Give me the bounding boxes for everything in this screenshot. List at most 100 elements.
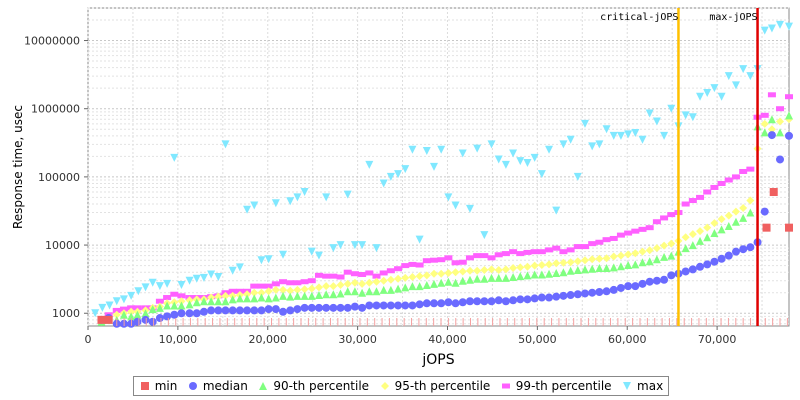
y-tick-label: 1000 xyxy=(52,307,80,320)
point-max xyxy=(696,92,705,101)
point-95-th-percentile xyxy=(696,227,705,236)
point-95-th-percentile xyxy=(250,288,259,297)
point-min xyxy=(785,223,793,232)
marker-lines: critical-jOPS max-jOPS xyxy=(600,8,759,326)
point-90-th-percentile xyxy=(221,297,230,306)
point-median xyxy=(343,303,352,312)
point-median xyxy=(739,245,748,254)
point-95-th-percentile xyxy=(631,249,640,258)
point-95-th-percentile xyxy=(214,292,223,301)
point-95-th-percentile xyxy=(465,266,474,275)
point-max xyxy=(408,145,417,154)
point-95-th-percentile xyxy=(300,285,309,294)
point-median xyxy=(350,302,359,311)
point-median xyxy=(358,303,367,312)
point-95-th-percentile xyxy=(652,244,661,253)
legend-label: median xyxy=(202,379,248,393)
point-median xyxy=(257,306,266,315)
point-99-th-percentile xyxy=(624,230,633,236)
point-90-th-percentile xyxy=(724,222,733,231)
point-99-th-percentile xyxy=(652,219,661,225)
point-max xyxy=(785,22,793,31)
point-99-th-percentile xyxy=(170,291,179,297)
point-90-th-percentile xyxy=(465,275,474,284)
point-max xyxy=(379,179,388,188)
point-90-th-percentile xyxy=(494,273,503,282)
point-99-th-percentile xyxy=(573,244,582,250)
point-99-th-percentile xyxy=(279,279,288,285)
point-max xyxy=(307,247,316,256)
point-max xyxy=(358,241,367,250)
point-max xyxy=(660,131,669,140)
point-90-th-percentile xyxy=(372,287,381,296)
point-median xyxy=(163,312,172,321)
point-95-th-percentile xyxy=(386,275,395,284)
point-median xyxy=(214,306,223,315)
point-90-th-percentile xyxy=(119,310,128,319)
point-90-th-percentile xyxy=(731,217,740,226)
x-axis-title: jOPS xyxy=(421,352,454,368)
point-median xyxy=(559,291,568,300)
point-99-th-percentile xyxy=(451,260,460,266)
point-max xyxy=(465,204,474,213)
point-95-th-percentile xyxy=(703,223,712,232)
point-95-th-percentile xyxy=(552,259,561,268)
point-99-th-percentile xyxy=(537,249,546,255)
point-90-th-percentile xyxy=(609,263,618,272)
point-90-th-percentile xyxy=(329,290,338,299)
point-max xyxy=(155,282,164,291)
point-median xyxy=(379,301,388,310)
point-max xyxy=(624,130,633,139)
point-99-th-percentile xyxy=(293,280,302,286)
point-99-th-percentile xyxy=(350,271,359,277)
point-max xyxy=(221,140,230,149)
point-95-th-percentile xyxy=(480,266,489,275)
point-95-th-percentile xyxy=(767,125,776,134)
point-95-th-percentile xyxy=(660,241,669,250)
point-95-th-percentile xyxy=(307,284,316,293)
point-median xyxy=(192,309,201,318)
series-max xyxy=(91,20,793,318)
point-99-th-percentile xyxy=(631,228,640,234)
x-tick-label: 10,000 xyxy=(159,333,198,346)
point-95-th-percentile xyxy=(322,282,331,291)
point-95-th-percentile xyxy=(667,239,676,248)
point-99-th-percentile xyxy=(645,225,654,231)
point-95-th-percentile xyxy=(314,283,323,292)
point-90-th-percentile xyxy=(177,301,186,310)
point-99-th-percentile xyxy=(286,280,295,286)
point-median xyxy=(767,131,776,140)
point-max xyxy=(141,283,150,292)
point-90-th-percentile xyxy=(473,274,482,283)
point-90-th-percentile xyxy=(228,295,237,304)
point-99-th-percentile xyxy=(487,255,496,261)
point-max xyxy=(451,201,460,210)
axes: 0 10,000 20,000 30,000 40,000 50,000 60,000 70,… xyxy=(24,35,736,346)
point-median xyxy=(509,296,518,305)
point-95-th-percentile xyxy=(566,258,575,267)
point-max xyxy=(271,199,280,208)
legend-swatch-median xyxy=(188,382,197,390)
point-max xyxy=(257,256,266,265)
point-90-th-percentile xyxy=(537,270,546,279)
point-max xyxy=(214,273,223,282)
point-median xyxy=(652,276,661,285)
point-max xyxy=(264,255,273,264)
point-90-th-percentile xyxy=(170,301,179,310)
marker-label-critical-jops: critical-jOPS xyxy=(600,12,678,23)
point-99-th-percentile xyxy=(257,283,266,289)
point-99-th-percentile xyxy=(494,252,503,258)
point-99-th-percentile xyxy=(394,266,403,272)
point-max xyxy=(228,266,237,275)
point-max xyxy=(530,153,539,162)
point-90-th-percentile xyxy=(667,251,676,260)
point-90-th-percentile xyxy=(214,297,223,306)
point-max xyxy=(293,193,302,202)
point-99-th-percentile xyxy=(415,262,424,268)
point-90-th-percentile xyxy=(300,291,309,300)
point-99-th-percentile xyxy=(365,270,374,276)
point-median xyxy=(401,301,410,310)
point-max xyxy=(336,241,345,250)
point-median xyxy=(170,310,179,319)
point-max xyxy=(516,157,525,166)
